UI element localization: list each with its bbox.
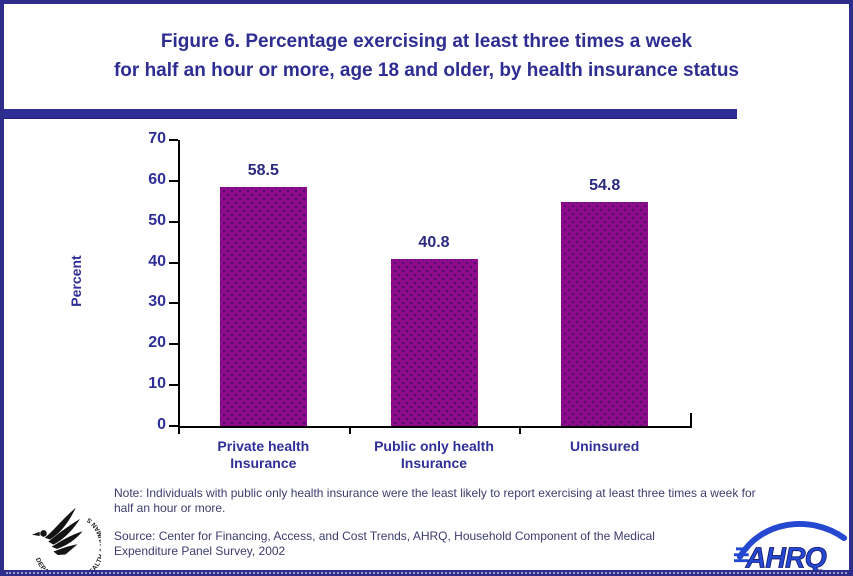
hhs-eagle-icon [31, 507, 83, 555]
ahrq-swoosh-icon [736, 521, 848, 560]
bar-value-label: 54.8 [589, 177, 621, 195]
y-tick-label: 10 [148, 375, 166, 393]
bar [390, 259, 478, 426]
y-tick-mark [169, 220, 178, 223]
x-axis-end-tick [690, 413, 692, 426]
hhs-seal-logo: DEPARTMENT OF HEALTH & HUMAN SERVICES · … [11, 487, 101, 573]
y-tick-label: 70 [148, 130, 166, 147]
x-axis-line [178, 426, 692, 428]
x-axis-category-label: Uninsured [570, 438, 640, 454]
y-tick-mark [169, 179, 178, 182]
title-divider-bar [4, 109, 737, 119]
x-tick-mark [519, 428, 522, 434]
bar [561, 202, 649, 426]
y-axis-title: Percent [68, 255, 84, 307]
bar-value-label: 40.8 [418, 234, 450, 252]
y-tick-label: 30 [148, 293, 166, 311]
figure-title: Figure 6. Percentage exercising at least… [0, 27, 853, 85]
y-tick-mark [169, 261, 178, 264]
y-tick-label: 40 [148, 252, 166, 270]
ahrq-wordmark: AHRQ [745, 543, 827, 573]
x-axis-category-label: Private health Insurance [217, 438, 310, 471]
x-axis-category-label: Public only health Insurance [374, 438, 494, 471]
y-axis-line [178, 140, 180, 434]
note-text: Note: Individuals with public only healt… [114, 486, 756, 515]
bar-value-label: 58.5 [247, 161, 279, 179]
y-tick-mark [169, 425, 178, 427]
y-tick-label: 60 [148, 170, 166, 188]
y-tick-label: 0 [157, 416, 166, 433]
y-tick-mark [169, 302, 178, 305]
source-text: Source: Center for Financing, Access, an… [114, 529, 655, 558]
ahrq-logo: AHRQ [734, 521, 848, 573]
y-tick-label: 20 [148, 334, 166, 352]
y-tick-mark [169, 343, 178, 346]
ahrq-speed-lines-icon [734, 547, 749, 563]
figure-title-line2: for half an hour or more, age 18 and old… [113, 60, 740, 81]
bar [219, 186, 307, 426]
y-tick-mark [169, 384, 178, 387]
y-tick-label: 50 [148, 211, 166, 229]
y-tick-mark [169, 139, 178, 141]
x-tick-mark [348, 428, 351, 434]
figure-title-line1: Figure 6. Percentage exercising at least… [160, 31, 693, 52]
